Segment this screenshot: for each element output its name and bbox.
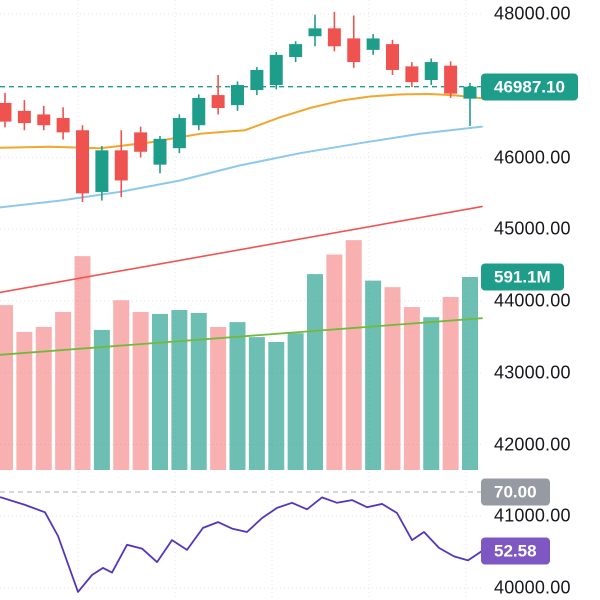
candle-body	[153, 138, 167, 165]
volume-bar	[55, 311, 72, 470]
volume-bar	[152, 313, 168, 470]
volume-bar	[248, 337, 265, 470]
candle-body	[56, 118, 70, 133]
volume-bar	[190, 312, 207, 470]
candle-body	[308, 28, 322, 37]
volume-bar	[442, 296, 459, 470]
candle-body	[405, 66, 419, 83]
axis-label: 44000.00	[494, 290, 571, 311]
candle-body	[250, 69, 264, 91]
candle-body	[172, 118, 186, 149]
candle-body	[424, 62, 438, 81]
volume-bar	[35, 326, 52, 470]
volume-bar	[345, 240, 362, 470]
axis-label: 42000.00	[494, 434, 571, 454]
rsi-upper-band-badge: 70.00	[481, 478, 550, 506]
last-price-badge: 46987.10	[481, 73, 578, 101]
axis-label: 46000.00	[494, 147, 571, 167]
volume-badge: 591.1M	[481, 263, 564, 291]
volume-bar	[113, 300, 130, 470]
candle-body	[269, 54, 283, 86]
rsi-value-badge: 52.58	[481, 537, 550, 565]
volume-bar	[326, 254, 343, 470]
axis-label: 41000.00	[494, 505, 571, 526]
volume-bar	[462, 276, 478, 470]
volume-bar	[384, 287, 401, 470]
volume-bar	[132, 311, 149, 470]
axis-label: 40000.00	[494, 577, 571, 598]
ma-slow-line	[0, 125, 483, 209]
candle-body	[76, 130, 89, 194]
candle-body	[231, 85, 244, 106]
volume-bar	[16, 331, 33, 470]
candle-body	[211, 95, 225, 108]
volume-bar	[365, 280, 382, 470]
candle-body	[17, 110, 31, 124]
volume-bar	[423, 317, 440, 470]
volume-bar	[287, 333, 304, 470]
candle-body	[463, 86, 477, 99]
volume-bar	[93, 329, 110, 470]
candle-body	[37, 114, 51, 126]
volume-bar	[74, 256, 91, 470]
candle-body	[289, 44, 303, 58]
volume-bar	[0, 305, 13, 470]
candle-body	[0, 102, 12, 122]
candle-body	[95, 150, 109, 192]
axis-label: 43000.00	[494, 362, 571, 383]
rsi-line	[0, 496, 483, 593]
trend-line-red	[0, 205, 483, 294]
axis-label: 48000.00	[494, 3, 571, 24]
candle-body	[192, 97, 206, 126]
axis-label: 45000.00	[494, 218, 571, 239]
candle-body	[347, 38, 361, 63]
volume-bar	[307, 274, 323, 470]
volume-bar	[403, 307, 420, 470]
candle-body	[327, 28, 341, 47]
candle-body	[444, 65, 458, 94]
ma-fast-line	[0, 93, 483, 150]
candle-body	[114, 150, 128, 181]
volume-bar	[268, 342, 285, 470]
candle-body	[386, 44, 399, 70]
candle-body	[134, 132, 148, 152]
candle-body	[366, 38, 380, 50]
volume-bar	[171, 310, 188, 470]
volume-bar	[210, 326, 227, 470]
volume-ma-line	[0, 317, 483, 356]
volume-bar	[229, 322, 246, 470]
